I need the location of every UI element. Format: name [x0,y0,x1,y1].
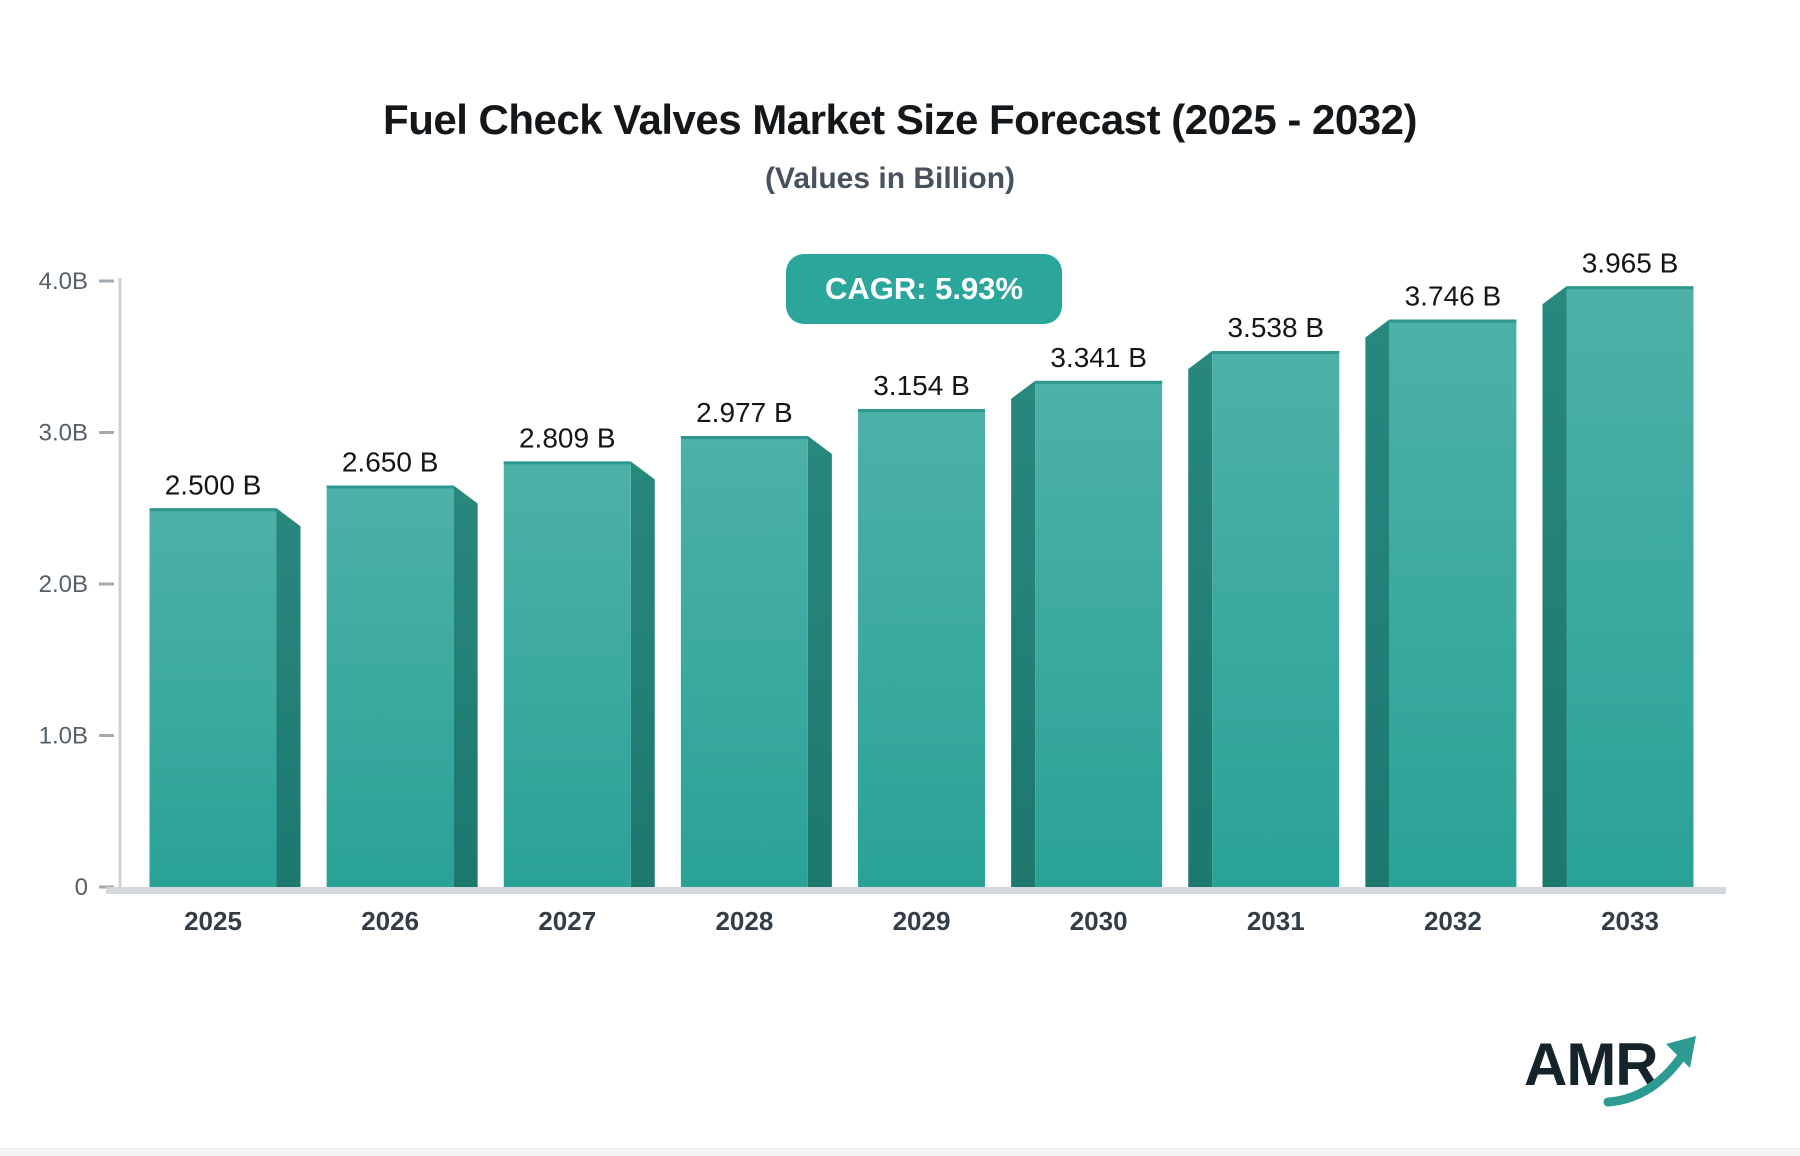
x-category-label: 2033 [1601,906,1659,936]
bar-value-label: 3.538 B [1227,312,1324,343]
y-tick-label: 1.0B [39,723,88,750]
amr-logo: AMR [1520,1022,1720,1122]
bar-front-face [1389,319,1517,890]
bar-2032 [1365,319,1517,890]
bar-front-face [680,435,808,889]
y-tick-label: 3.0B [39,420,88,447]
bar-2028 [680,435,832,889]
bar-2031 [1188,350,1340,889]
x-category-label: 2026 [361,906,419,936]
bars [106,286,1726,894]
bar-side-face [276,508,301,887]
bar-value-label: 2.500 B [165,469,262,500]
y-tick-label: 0 [75,874,88,901]
bar-2033 [1542,286,1694,889]
labels: 2.500 B 2025 2.650 B 2026 2.809 B 2027 2.977 B… [165,247,1679,936]
bar-value-label: 3.965 B [1582,247,1679,278]
chart-subtitle: (Values in Billion) [764,162,1016,195]
bar-value-label: 3.341 B [1050,342,1147,373]
x-category-label: 2028 [715,906,773,936]
bar-value-label: 3.746 B [1405,280,1502,311]
x-category-label: 2030 [1070,906,1128,936]
bar-side-face [630,461,655,887]
x-category-label: 2025 [184,906,242,936]
y-axis-line [118,278,122,887]
bar-front-face [1566,286,1694,889]
growth-arrow-icon [1603,1036,1696,1107]
bar-front-face [503,461,631,889]
bar-2030 [1011,380,1163,889]
x-axis-baseline [106,887,1726,894]
x-category-label: 2027 [538,906,596,936]
bar-front-face [149,508,277,889]
bar-2027 [503,461,655,889]
bar-front-face [858,409,985,889]
bar-2026 [326,485,478,889]
y-tick-label: 4.0B [39,268,88,295]
x-category-label: 2029 [893,906,951,936]
cagr-badge: CAGR: 5.93% [786,254,1062,324]
bar-side-face [453,485,478,887]
bar-value-label: 2.809 B [519,422,616,453]
x-category-label: 2032 [1424,906,1482,936]
bar-side-face [1188,350,1213,887]
y-tick-label: 2.0B [39,571,88,598]
y-axis: 0 1.0B 2.0B 3.0B 4.0B [39,268,122,901]
bar-side-face [1365,319,1390,888]
bar-value-label: 2.650 B [342,447,439,478]
amr-logo-text: AMR [1524,1031,1659,1098]
chart-title: Fuel Check Valves Market Size Forecast (… [383,96,1417,143]
bar-front-face [1212,350,1340,889]
bar-side-face [1011,380,1036,887]
bar-side-face [1542,286,1567,887]
bar-front-face [1035,380,1163,889]
bar-value-label: 2.977 B [696,397,793,428]
bar-2029 [858,409,985,889]
page-bottom-strip [0,1148,1800,1156]
bar-value-label: 3.154 B [873,370,970,401]
bar-side-face [807,435,832,887]
bar-front-face [326,485,454,889]
bar-2025 [149,508,301,889]
x-category-label: 2031 [1247,906,1305,936]
